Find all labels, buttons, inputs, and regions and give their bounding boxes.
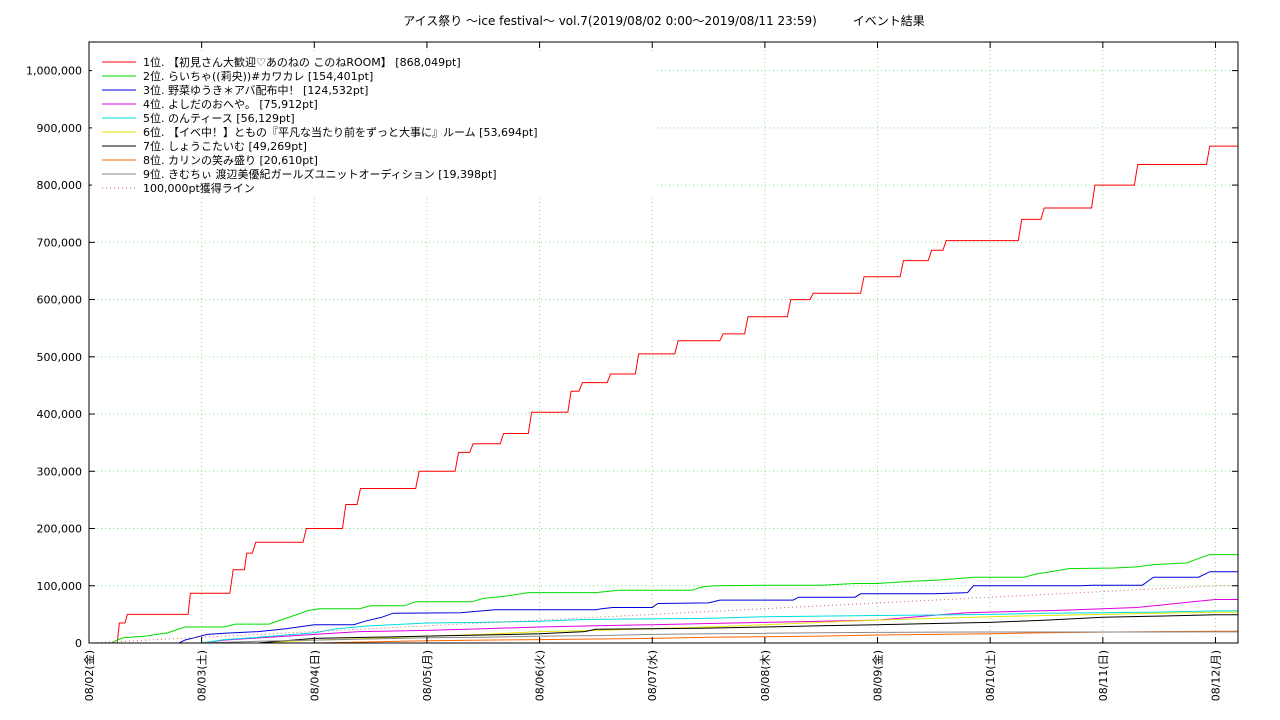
legend-label: 4位. よしだのおへや。 [75,912pt] — [143, 97, 318, 111]
x-tick-label: 08/10(土) — [984, 650, 997, 701]
x-tick-label: 08/08(木) — [759, 650, 772, 701]
x-tick-label: 08/04(日) — [308, 650, 321, 701]
series-lines — [88, 145, 1238, 644]
x-tick-label: 08/06(火) — [534, 650, 547, 701]
series-line-5 — [89, 610, 1238, 644]
legend: 1位. 【初見さん大歓迎♡あのねの このねROOM】 [868,049pt]2位… — [92, 52, 657, 197]
series-line-4 — [89, 599, 1238, 644]
y-axis-ticks: 0 100,000 200,000 300,000 400,000 500,000 600,… — [26, 65, 1238, 650]
series-line-6 — [89, 611, 1238, 644]
legend-label: 7位. しょうこたいむ [49,269pt] — [143, 139, 307, 153]
series-line-7 — [89, 614, 1238, 644]
legend-label: 5位. のんティース [56,129pt] — [143, 111, 295, 125]
legend-label: 2位. らいちゃ((莉央))#カワカレ [154,401pt] — [143, 69, 373, 83]
y-tick-label: 900,000 — [37, 122, 83, 135]
y-tick-label: 300,000 — [37, 465, 83, 478]
y-tick-label: 1,000,000 — [26, 65, 82, 78]
legend-label: 8位. カリンの笑み盛り [20,610pt] — [143, 153, 318, 167]
y-tick-label: 100,000 — [37, 580, 83, 593]
x-tick-label: 08/07(水) — [646, 650, 659, 701]
y-tick-label: 0 — [75, 637, 82, 650]
legend-background — [92, 52, 657, 197]
legend-label: 1位. 【初見さん大歓迎♡あのねの このねROOM】 [868,049pt] — [143, 55, 461, 69]
y-tick-label: 700,000 — [37, 236, 83, 249]
y-tick-label: 600,000 — [37, 294, 83, 307]
series-line-1 — [89, 145, 1238, 644]
plot-frame — [88, 41, 1239, 644]
y-tick-label: 500,000 — [37, 351, 83, 364]
x-tick-label: 08/09(金) — [871, 650, 885, 701]
x-tick-label: 08/05(月) — [421, 650, 434, 701]
legend-label: 100,000pt獲得ライン — [143, 182, 255, 195]
series-line-3 — [89, 571, 1238, 644]
chart-title: アイス祭り 〜ice festival〜 vol.7(2019/08/02 0:… — [403, 14, 925, 28]
x-tick-label: 08/02(金) — [82, 650, 96, 701]
legend-label: 3位. 野菜ゆうき＊アバ配布中！ [124,532pt] — [143, 83, 368, 97]
legend-label: 6位. 【イベ中！】ともの『平凡な当たり前をずっと大事に』ルーム [53,694… — [143, 125, 538, 139]
x-tick-label: 08/11(日) — [1097, 650, 1110, 701]
x-tick-label: 08/03(土) — [196, 650, 209, 701]
y-tick-label: 800,000 — [37, 179, 83, 192]
series-line-2 — [89, 554, 1238, 644]
y-tick-label: 400,000 — [37, 408, 83, 421]
legend-label: 9位. きむちぃ 渡辺美優紀ガールズユニットオーディション [19,398pt] — [143, 167, 497, 181]
x-axis-ticks: 08/02(金) 08/03(土) 08/04(日) 08/05(月) 08/06(火)… — [82, 42, 1222, 701]
y-tick-label: 200,000 — [37, 523, 83, 536]
x-tick-label: 08/12(月) — [1209, 650, 1222, 701]
